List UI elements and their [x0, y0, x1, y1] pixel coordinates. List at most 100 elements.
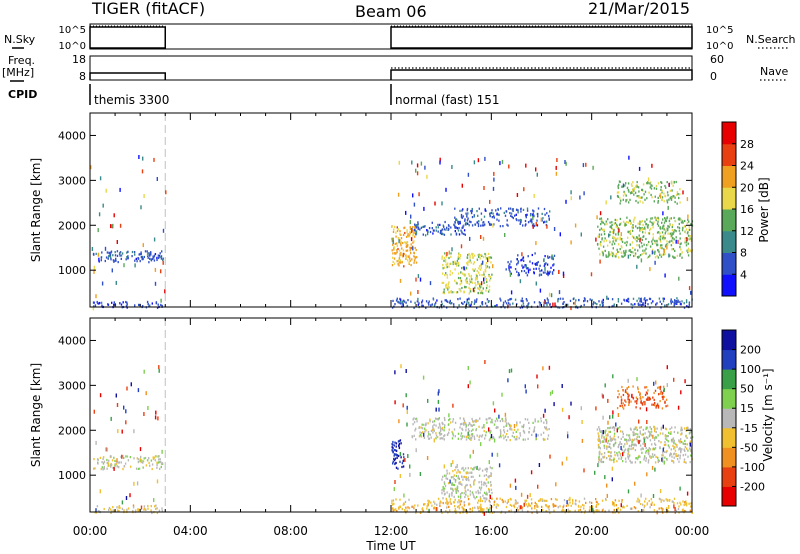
- data-cell: [134, 259, 136, 262]
- data-cell: [156, 461, 158, 464]
- cpid-segment-label: themis 3300: [94, 93, 169, 107]
- data-cell: [395, 498, 397, 501]
- data-cell: [487, 290, 490, 293]
- colorbar-swatch: [722, 187, 736, 210]
- data-cell: [642, 201, 644, 204]
- data-cell: [142, 466, 144, 469]
- noise-cell: [668, 182, 670, 187]
- data-cell: [615, 233, 617, 236]
- data-cell: [144, 508, 146, 511]
- data-cell: [645, 391, 648, 394]
- data-cell: [645, 222, 648, 226]
- data-cell: [616, 224, 618, 228]
- data-cell: [660, 181, 662, 184]
- data-cell: [629, 459, 631, 462]
- data-cell: [403, 252, 405, 256]
- data-cell: [395, 235, 397, 238]
- data-cell: [492, 436, 495, 439]
- noise-cell: [640, 258, 643, 263]
- data-cell: [569, 510, 571, 513]
- data-cell: [602, 460, 605, 464]
- data-cell: [478, 282, 480, 285]
- data-cell: [517, 428, 519, 431]
- y-tick-label: 3000: [58, 379, 86, 392]
- data-cell: [653, 448, 656, 451]
- data-cell: [543, 499, 545, 502]
- data-cell: [496, 503, 498, 506]
- noise-cell: [494, 408, 496, 413]
- velocity-x-ticks: 00:00 04:00 08:00 12:00 16:00 20:00 00:00: [73, 524, 710, 538]
- data-cell: [454, 498, 456, 501]
- data-cell: [156, 256, 158, 259]
- data-cell: [399, 261, 402, 264]
- data-cell: [597, 503, 600, 506]
- data-cell: [681, 256, 683, 259]
- data-cell: [642, 509, 645, 512]
- data-cell: [646, 426, 649, 429]
- data-cell: [554, 498, 557, 501]
- data-cell: [407, 506, 409, 509]
- data-cell: [682, 221, 684, 224]
- data-cell: [453, 428, 456, 431]
- data-cell: [414, 225, 416, 228]
- data-cell: [670, 431, 672, 434]
- data-cell: [144, 250, 147, 253]
- colorbar-swatch: [722, 209, 736, 232]
- nave-tick-bottom: 0: [710, 70, 717, 83]
- colorbar-swatch: [722, 369, 736, 390]
- noise-cell: [492, 186, 495, 191]
- data-cell: [483, 424, 485, 427]
- data-cell: [687, 249, 689, 253]
- data-cell: [460, 495, 462, 498]
- data-cell: [639, 393, 641, 396]
- data-cell: [443, 256, 446, 260]
- data-cell: [510, 498, 512, 501]
- data-cell: [544, 255, 546, 258]
- data-cell: [650, 427, 653, 431]
- data-cell: [684, 510, 687, 513]
- data-cell: [563, 301, 565, 304]
- data-cell: [467, 212, 469, 215]
- data-cell: [465, 222, 467, 225]
- data-cell: [421, 299, 424, 302]
- data-cell: [93, 467, 95, 470]
- data-cell: [676, 202, 678, 205]
- noise-cell: [111, 268, 113, 273]
- data-cell: [596, 428, 599, 431]
- data-cell: [465, 426, 467, 429]
- data-cell: [522, 266, 524, 269]
- data-cell: [459, 279, 462, 282]
- data-cell: [656, 240, 658, 243]
- data-cell: [437, 230, 439, 233]
- data-cell: [135, 509, 137, 512]
- data-cell: [474, 223, 477, 226]
- data-cell: [664, 434, 667, 437]
- data-cell: [143, 457, 145, 460]
- data-cell: [415, 511, 417, 514]
- data-cell: [156, 464, 158, 467]
- data-cell: [393, 444, 395, 447]
- data-cell: [601, 436, 603, 439]
- data-cell: [571, 498, 574, 501]
- data-cell: [120, 254, 123, 257]
- data-cell: [417, 303, 419, 306]
- cpid-label: CPID: [8, 88, 37, 101]
- data-cell: [624, 252, 626, 255]
- data-cell: [525, 214, 527, 217]
- data-cell: [598, 233, 601, 236]
- data-cell: [454, 480, 457, 483]
- data-cell: [577, 504, 580, 507]
- data-cell: [639, 426, 641, 429]
- data-cell: [506, 502, 508, 505]
- data-cell: [660, 255, 663, 258]
- data-cell: [650, 187, 653, 190]
- noise-cell: [146, 252, 149, 257]
- colorbar-swatch: [722, 274, 736, 297]
- data-cell: [523, 430, 525, 433]
- data-cell: [397, 259, 400, 262]
- data-cell: [546, 499, 548, 502]
- data-cell: [644, 299, 647, 302]
- data-cell: [563, 504, 565, 507]
- data-cell: [137, 458, 140, 461]
- data-cell: [533, 210, 535, 213]
